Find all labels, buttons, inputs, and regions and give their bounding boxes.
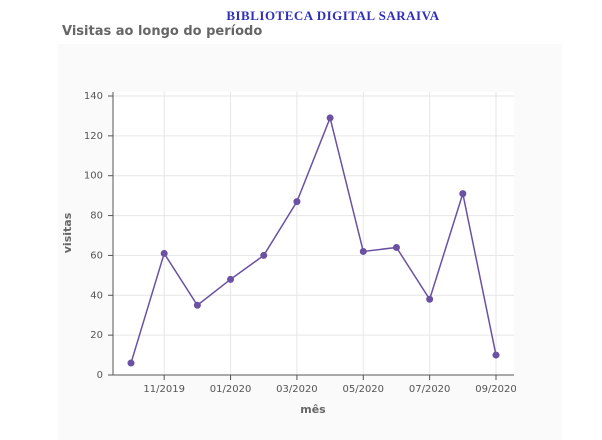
- plot-area: [113, 92, 514, 375]
- x-tick-label: 11/2019: [143, 384, 185, 395]
- point: [193, 301, 201, 309]
- point: [459, 190, 467, 198]
- point: [227, 275, 235, 283]
- chart-title: Visitas ao longo do período: [62, 24, 263, 39]
- y-tick-label: 20: [90, 330, 103, 341]
- point: [492, 351, 500, 359]
- y-tick-label: 40: [90, 290, 103, 301]
- y-tick-label: 0: [97, 370, 103, 381]
- point: [160, 249, 168, 257]
- y-tick-label: 120: [84, 131, 103, 142]
- point: [293, 198, 301, 206]
- x-tick-label: 07/2020: [409, 384, 451, 395]
- y-tick-label: 60: [90, 250, 103, 261]
- x-axis-label: mês: [300, 403, 326, 416]
- y-tick-label: 80: [90, 211, 103, 222]
- point: [260, 251, 268, 259]
- y-axis-label: visitas: [61, 212, 74, 253]
- header: BIBLIOTECA DIGITAL SARAIVA: [226, 8, 440, 23]
- point: [359, 247, 367, 255]
- x-tick-label: 05/2020: [342, 384, 384, 395]
- point: [127, 359, 135, 367]
- x-tick-label: 01/2020: [210, 384, 252, 395]
- x-tick-label: 09/2020: [475, 384, 517, 395]
- y-tick-label: 100: [84, 171, 103, 182]
- point: [326, 114, 334, 122]
- line: [130, 115, 497, 364]
- point: [426, 295, 434, 303]
- point: [392, 243, 400, 251]
- y-tick-label: 140: [84, 91, 103, 102]
- x-tick-label: 03/2020: [276, 384, 318, 395]
